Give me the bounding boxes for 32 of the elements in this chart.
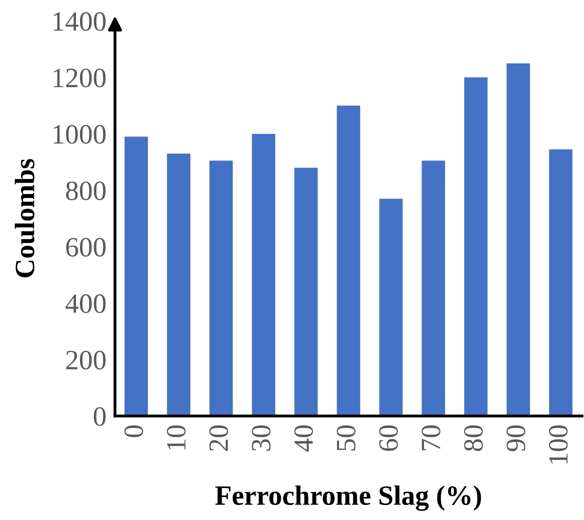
y-tick-label: 800 <box>66 181 106 200</box>
x-tick-label: 50 <box>336 425 356 450</box>
y-tick-label: 600 <box>66 238 106 257</box>
x-axis-title: Ferrochrome Slag (%) <box>215 485 481 511</box>
bar <box>336 106 360 416</box>
x-tick-label: 80 <box>464 425 483 452</box>
bar <box>422 160 446 416</box>
x-tick-label: 20 <box>209 425 228 451</box>
y-tick-label: 1000 <box>54 125 106 144</box>
x-tick-label: 10 <box>166 425 186 450</box>
bar <box>252 134 276 416</box>
x-tick-label: 60 <box>379 425 398 451</box>
bar <box>464 77 488 416</box>
y-axis-title: Coulombs <box>14 158 34 278</box>
y-tick-label: 400 <box>66 294 106 314</box>
bar <box>167 154 190 416</box>
y-tick-label: 1400 <box>54 12 106 31</box>
x-tick-label: 100 <box>548 425 568 464</box>
x-tick-label: 40 <box>294 425 313 452</box>
bar <box>549 149 572 416</box>
y-tick-label: 1200 <box>54 68 106 88</box>
x-tick-label: 0 <box>124 425 144 438</box>
bar <box>294 168 318 416</box>
y-tick-label: 0 <box>94 407 106 426</box>
bar <box>506 63 530 416</box>
x-tick-label: 90 <box>506 425 526 452</box>
bar <box>124 136 148 416</box>
bar <box>209 160 233 416</box>
x-tick-label: 30 <box>252 425 271 451</box>
y-tick-label: 200 <box>66 350 106 370</box>
x-tick-label: 70 <box>422 425 440 450</box>
bar <box>379 198 403 416</box>
